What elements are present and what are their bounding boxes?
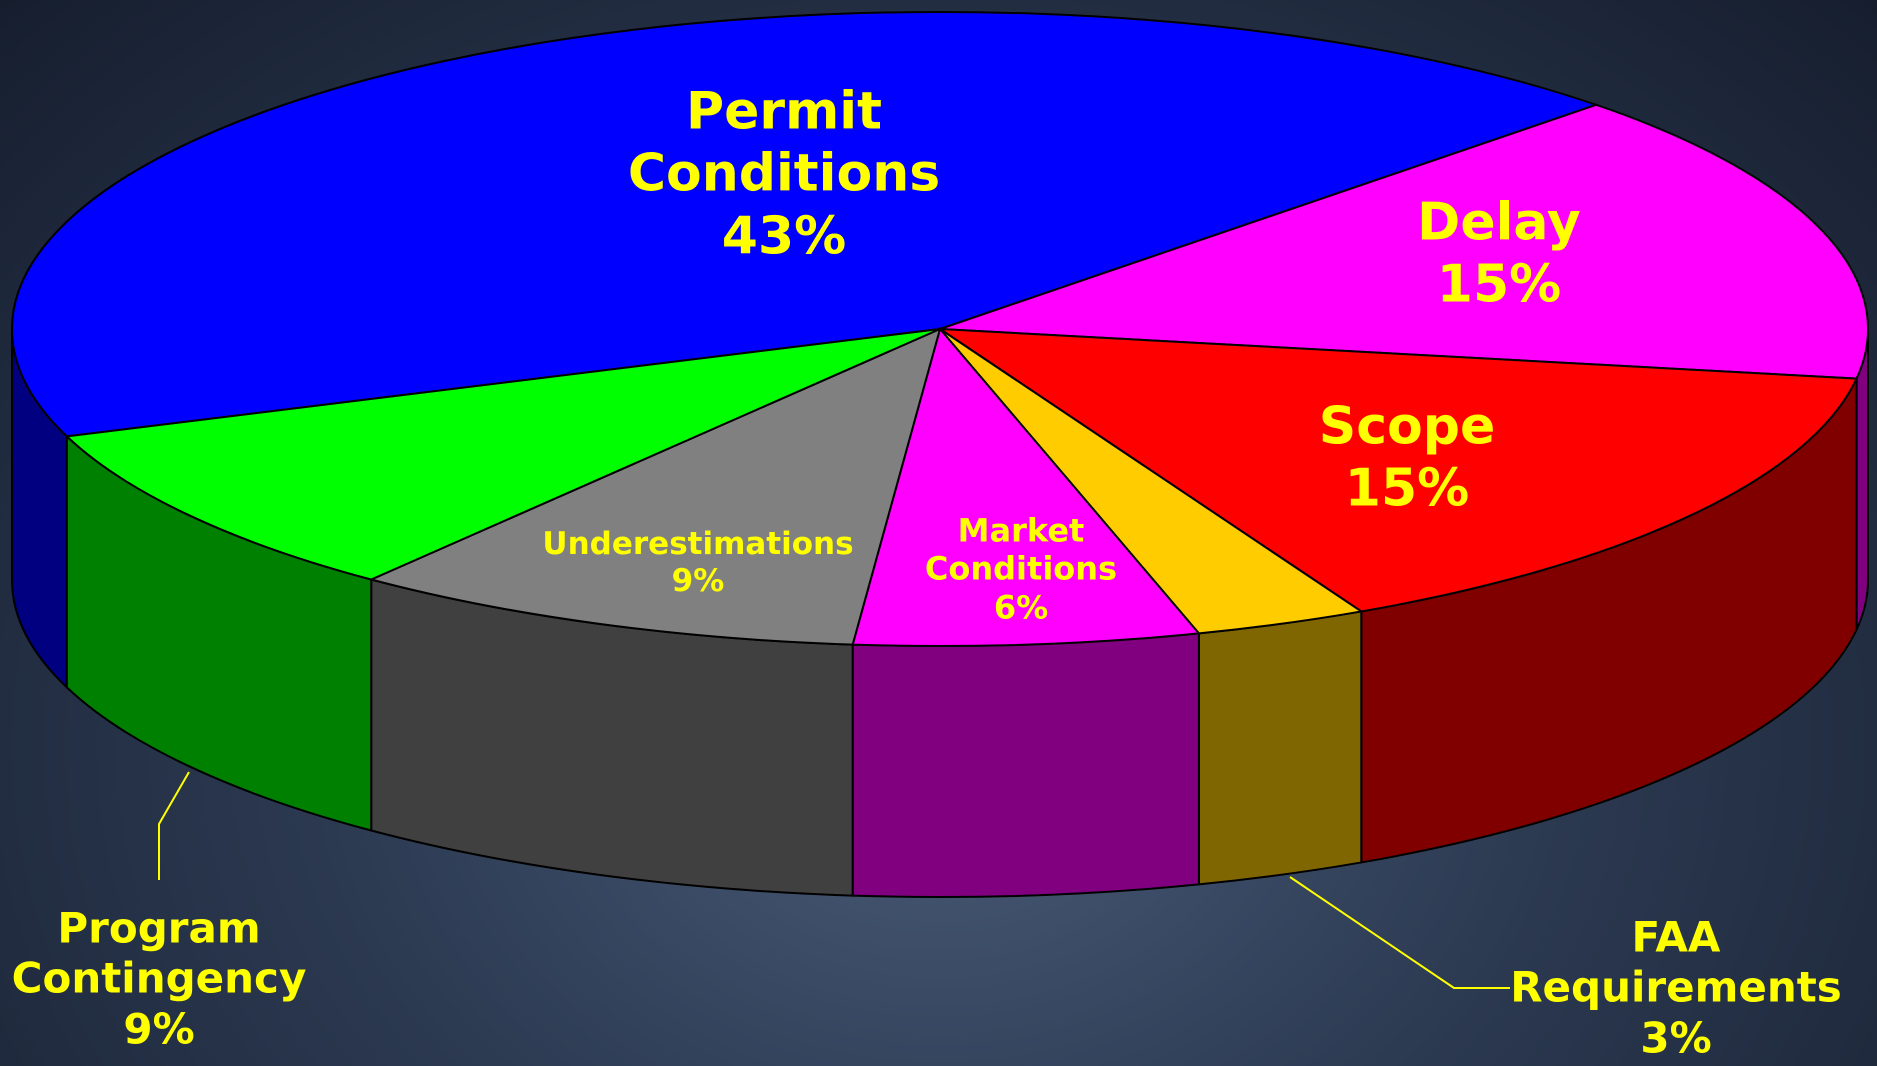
value-label: 6%: [994, 588, 1048, 626]
value-label: 15%: [1345, 459, 1469, 519]
slice-side: [853, 633, 1199, 897]
value-label: 15%: [1437, 255, 1561, 315]
value-label: 9%: [672, 563, 725, 599]
category-label: Scope: [1319, 397, 1496, 457]
value-label: 9%: [123, 1004, 194, 1053]
page: (() => { const data = JSON.parse(documen…: [0, 0, 1877, 1066]
value-label: 43%: [722, 206, 846, 266]
leader-line: [1290, 877, 1510, 988]
category-label: Permit Conditions: [628, 81, 940, 203]
leader-line: [159, 772, 189, 880]
value-label: 3%: [1640, 1013, 1711, 1062]
category-label: FAA Requirements: [1510, 912, 1842, 1011]
category-label: Underestimations: [542, 526, 853, 562]
category-label: Market Conditions: [925, 511, 1117, 587]
slice-side: [1199, 611, 1361, 884]
category-label: Delay: [1417, 193, 1581, 253]
category-label: Program Contingency: [12, 903, 307, 1002]
